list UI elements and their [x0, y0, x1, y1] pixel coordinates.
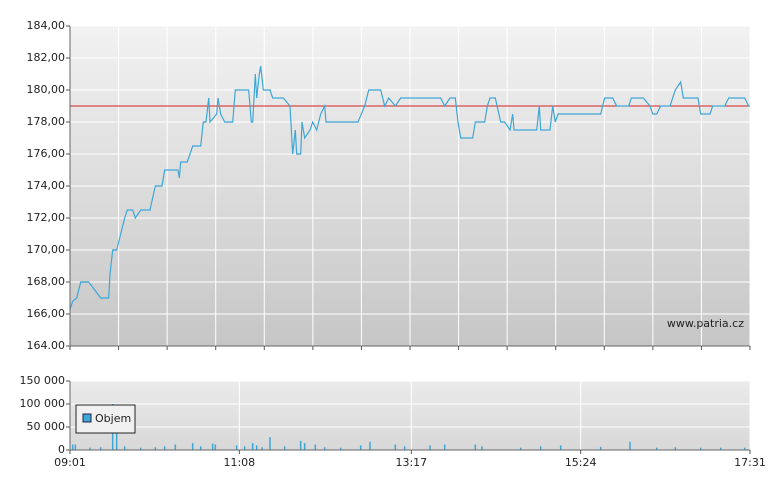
x-tick-label: 09:01 [54, 456, 86, 469]
y-tick-label: 150 000 [20, 374, 66, 387]
volume-bar [655, 447, 658, 450]
price-line [69, 65, 750, 310]
legend-label: Objem [95, 412, 131, 425]
volume-bar [323, 447, 326, 450]
volume-bar [211, 443, 214, 450]
volume-bar [369, 441, 371, 450]
volume-bar [429, 445, 431, 450]
volume-bar [403, 446, 406, 450]
volume-bar [283, 446, 286, 450]
volume-bar [255, 445, 258, 450]
y-tick-label: 176,00 [27, 147, 66, 160]
y-tick-label: 184,00 [27, 19, 66, 32]
volume-bar [235, 445, 238, 450]
y-tick-label: 172,00 [27, 211, 66, 224]
volume-bar [243, 446, 246, 450]
volume-bar [115, 431, 118, 450]
y-tick-label: 0 [58, 443, 65, 456]
volume-bar [539, 446, 542, 450]
volume-bar [303, 443, 306, 450]
y-tick-label: 164.00 [27, 339, 66, 352]
volume-bar [299, 440, 302, 450]
volume-bar [394, 444, 397, 450]
volume-bar [481, 446, 483, 450]
volume-bar [123, 446, 126, 450]
volume-bar [214, 444, 217, 450]
x-tick-label: 11:08 [223, 456, 255, 469]
volume-bar [71, 444, 74, 450]
volume-bar [251, 443, 254, 450]
volume-bar [139, 447, 142, 450]
volume-bar [314, 444, 317, 450]
volume-bar [674, 447, 677, 450]
volume-bar [199, 446, 202, 450]
volume-bar [599, 446, 602, 450]
volume-bar [74, 444, 77, 450]
volume-plot-area [70, 381, 750, 450]
legend: Objem [75, 404, 136, 434]
y-tick-label: 182,00 [27, 51, 66, 64]
y-tick-label: 180,00 [27, 83, 66, 96]
volume-bar [559, 445, 562, 450]
volume-bar [261, 447, 263, 450]
volume-bar [163, 446, 166, 450]
legend-swatch [82, 413, 92, 423]
volume-bar [719, 447, 722, 450]
volume-bar [519, 447, 522, 450]
x-tick-label: 17:31 [734, 456, 766, 469]
volume-bar [191, 443, 194, 450]
y-tick-label: 50 000 [27, 420, 66, 433]
volume-bar [269, 437, 271, 450]
volume-bar [154, 447, 157, 450]
x-tick-label: 15:24 [565, 456, 597, 469]
watermark: www.patria.cz [667, 317, 744, 330]
y-tick-label: 100 000 [20, 397, 66, 410]
y-tick-label: 168,00 [27, 275, 66, 288]
volume-bar [743, 447, 746, 450]
x-tick-label: 13:17 [395, 456, 427, 469]
volume-bar [89, 447, 91, 450]
volume-bar [474, 444, 477, 450]
volume-bar [359, 445, 362, 450]
volume-bar [99, 447, 102, 450]
volume-bar [443, 444, 446, 450]
volume-bar [699, 447, 702, 450]
volume-bar [174, 444, 177, 450]
volume-bar [339, 447, 342, 450]
y-tick-label: 174,00 [27, 179, 66, 192]
y-tick-label: 166,00 [27, 307, 66, 320]
y-tick-label: 170,00 [27, 243, 66, 256]
volume-bar [629, 441, 631, 450]
y-tick-label: 178,00 [27, 115, 66, 128]
